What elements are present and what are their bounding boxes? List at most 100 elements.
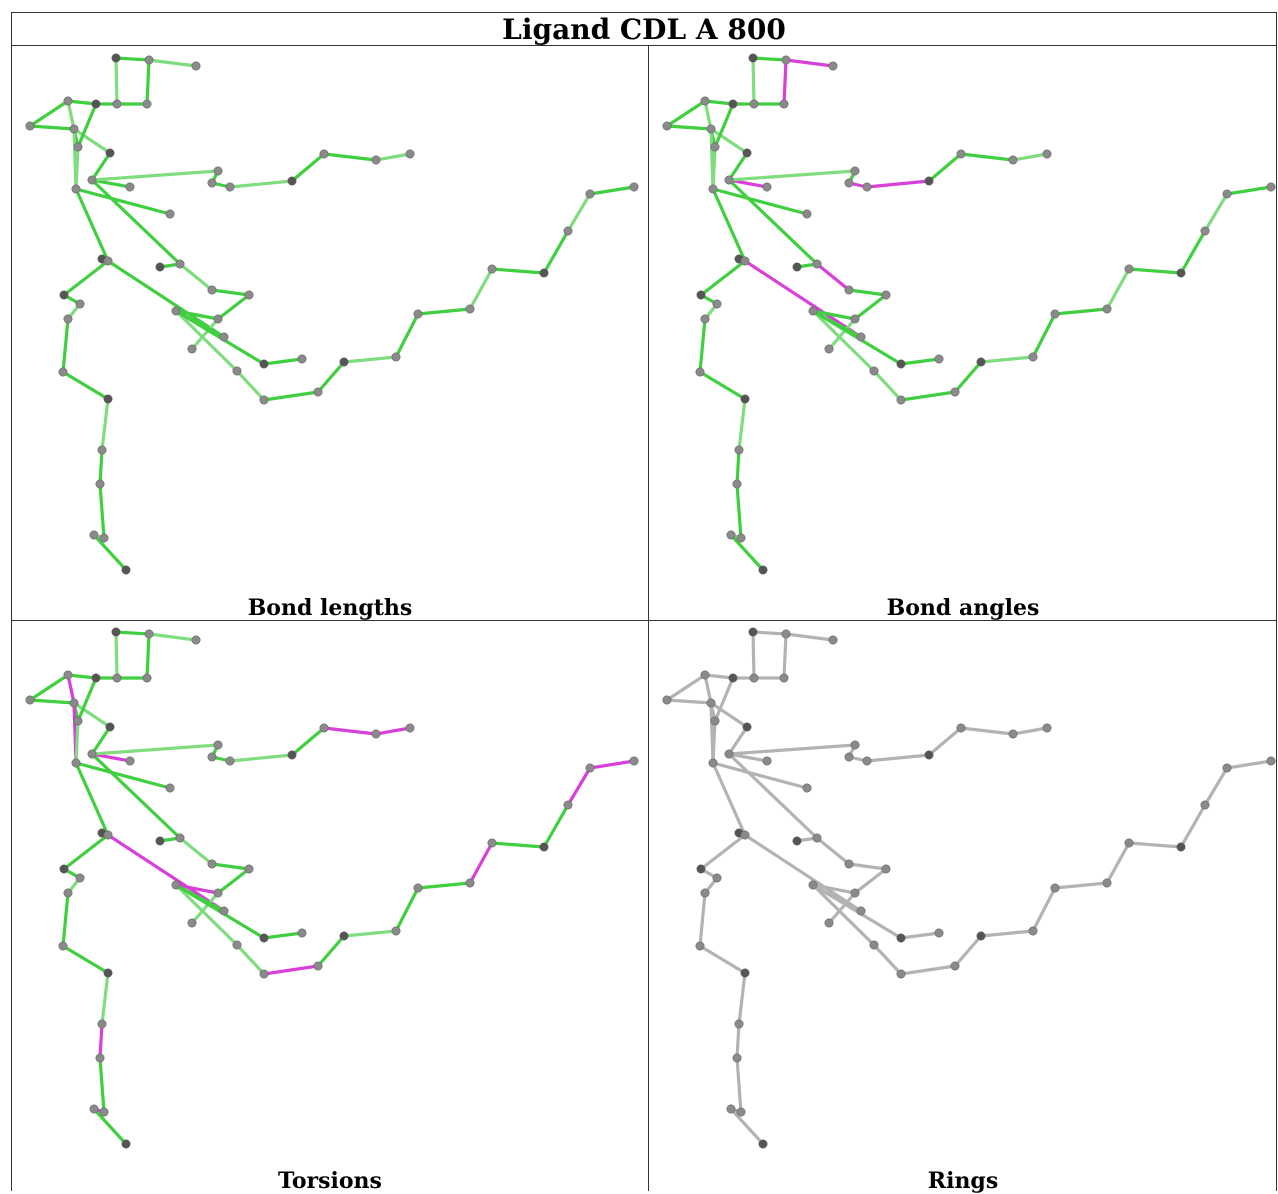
bond — [264, 392, 318, 400]
bond — [745, 835, 861, 911]
atom — [857, 907, 865, 915]
bond — [731, 1109, 763, 1144]
atom — [749, 628, 757, 636]
atom — [957, 724, 965, 732]
atom — [76, 300, 84, 308]
bond — [1107, 843, 1129, 883]
bond — [76, 189, 108, 261]
atom — [314, 962, 322, 970]
bond — [855, 869, 886, 893]
atom — [870, 941, 878, 949]
bond — [1033, 888, 1055, 931]
bond — [418, 309, 470, 314]
atom — [763, 757, 771, 765]
atom — [104, 831, 112, 839]
atom — [1223, 190, 1231, 198]
bond — [667, 101, 705, 126]
atom — [74, 143, 82, 151]
atom — [166, 784, 174, 792]
bond — [729, 153, 747, 180]
panel-bond-angles: Bond angles — [649, 47, 1277, 620]
bond — [739, 399, 745, 450]
atom — [713, 300, 721, 308]
bond — [92, 745, 218, 754]
atom — [845, 860, 853, 868]
bond — [1129, 843, 1181, 847]
bond — [713, 763, 745, 835]
atom — [741, 831, 749, 839]
bond — [1055, 883, 1107, 888]
bond — [102, 399, 108, 450]
bond — [700, 319, 705, 372]
atom — [288, 177, 296, 185]
bond — [218, 869, 249, 893]
atom — [1267, 183, 1275, 191]
bond — [30, 675, 68, 700]
molecule-torsions — [12, 621, 648, 1191]
atom — [88, 750, 96, 758]
atom — [113, 674, 121, 682]
bond — [590, 187, 634, 194]
bond — [753, 58, 754, 104]
bond — [376, 154, 410, 160]
atom — [1043, 150, 1051, 158]
bond — [701, 261, 745, 295]
atom — [851, 315, 859, 323]
atom — [750, 100, 758, 108]
atom — [743, 149, 751, 157]
atom — [122, 566, 130, 574]
bond — [753, 632, 786, 634]
bond — [1055, 309, 1107, 314]
atom — [793, 263, 801, 271]
atom — [414, 884, 422, 892]
atom — [701, 889, 709, 897]
atom — [372, 156, 380, 164]
bond — [30, 700, 74, 703]
bond — [753, 632, 754, 678]
bond — [729, 727, 747, 754]
bond — [318, 936, 344, 966]
bond — [212, 864, 249, 869]
atom — [564, 801, 572, 809]
atom — [825, 919, 833, 927]
atom — [870, 367, 878, 375]
atom — [741, 395, 749, 403]
atom — [96, 1054, 104, 1062]
figure-title: Ligand CDL A 800 — [11, 12, 1277, 46]
atom — [466, 879, 474, 887]
bond — [63, 372, 108, 399]
atom — [935, 929, 943, 937]
atom — [145, 630, 153, 638]
atom — [763, 183, 771, 191]
bond — [264, 359, 302, 364]
atom — [809, 307, 817, 315]
atom — [1177, 843, 1185, 851]
bond — [713, 147, 715, 189]
bond — [108, 261, 224, 337]
caption-bond-angles: Bond angles — [649, 595, 1277, 621]
atom — [793, 837, 801, 845]
atom — [851, 741, 859, 749]
atom — [90, 1105, 98, 1113]
atom — [112, 628, 120, 636]
bond — [1129, 269, 1181, 273]
atom — [176, 260, 184, 268]
atom — [630, 183, 638, 191]
atom — [172, 881, 180, 889]
atom — [701, 315, 709, 323]
atom — [1051, 884, 1059, 892]
atom — [845, 179, 853, 187]
bond — [396, 314, 418, 357]
atom — [851, 889, 859, 897]
atom — [977, 932, 985, 940]
bond — [100, 1058, 104, 1112]
atom — [809, 881, 817, 889]
atom — [1029, 353, 1037, 361]
atom — [90, 531, 98, 539]
atom — [340, 358, 348, 366]
atom — [72, 759, 80, 767]
atom — [733, 1054, 741, 1062]
bond — [76, 147, 78, 189]
bond — [318, 362, 344, 392]
atom — [260, 970, 268, 978]
